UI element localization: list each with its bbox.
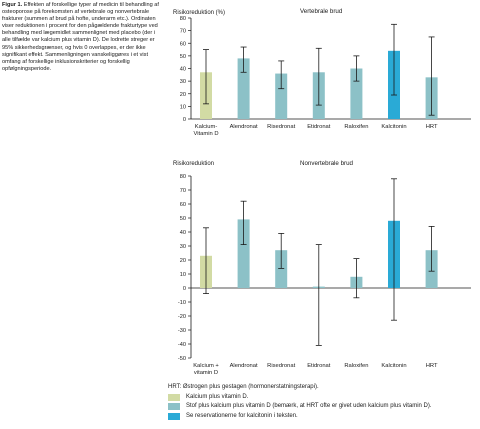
nonvertebral-category-label: HRT <box>426 363 438 369</box>
nonvertebral-category-label: Kalcitonin <box>381 363 406 369</box>
figure-caption-text: Effekten af forskellige typer af medicin… <box>2 2 159 72</box>
chart-legend: HRT: Østrogen plus gestagen (hormonersta… <box>168 383 478 421</box>
vertebral-y-tick-label: 10 <box>180 104 186 110</box>
nonvertebral-y-tick-label: -20 <box>178 314 186 320</box>
nonvertebral-y-tick-label: -50 <box>178 356 186 362</box>
vertebral-y-tick-label: 30 <box>180 79 186 85</box>
vertebral-category-label: Risedronat <box>267 124 295 130</box>
nonvertebral-category-label: Etidronat <box>307 363 331 369</box>
legend-label-calcitonin: Se reservationerne for kalcitonin i teks… <box>186 412 298 419</box>
nonvertebral-y-tick-label: -10 <box>178 300 186 306</box>
nonvertebral-category-label: Kalcium + vitamin D <box>193 363 219 376</box>
vertebral-y-tick-label: 20 <box>180 92 186 98</box>
vertebral-y-tick-label: 40 <box>180 67 186 73</box>
vertebral-y-tick-label: 70 <box>180 29 186 35</box>
vertebral-y-tick-label: 0 <box>183 117 186 123</box>
nonvertebral-y-tick-label: 10 <box>180 272 186 278</box>
vertebral-category-label: Raloxifen <box>344 124 368 130</box>
vertebral-chart-title: Vertebrale brud <box>300 8 343 15</box>
nonvertebral-y-tick-label: 30 <box>180 244 186 250</box>
nonvertebral-y-tick-label: -30 <box>178 328 186 334</box>
nonvertebral-y-tick-label: 20 <box>180 258 186 264</box>
nonvertebral-y-tick-label: 60 <box>180 202 186 208</box>
nonvertebral-y-tick-label: 70 <box>180 188 186 194</box>
vertebral-category-label: HRT <box>426 124 438 130</box>
nonvertebral-y-tick-label: 0 <box>183 286 186 292</box>
vertebral-category-label: Kalcitonin <box>381 124 406 130</box>
nonvertebral-y-tick-label: -40 <box>178 342 186 348</box>
vertebral-y-axis-label: Risikoreduktion (%) <box>173 10 225 16</box>
vertebral-bar <box>237 58 250 119</box>
nonvertebral-category-label: Raloxifen <box>344 363 368 369</box>
nonvertebral-chart-title: Nonvertebrale brud <box>300 160 354 167</box>
vertebral-y-tick-label: 50 <box>180 54 186 60</box>
vertebral-category-label: Kalcium-Vitamin D <box>193 124 218 137</box>
vertebral-category-label: Alendronat <box>230 124 258 130</box>
vertebral-bar <box>275 73 288 119</box>
figure-label: Figur 1. <box>2 2 23 8</box>
legend-item-calcium: Kalcium plus vitamin D. <box>168 393 478 403</box>
nonvertebral-chart: Nonvertebrale brud Risikoreduktion -50 -40 -… <box>173 160 471 376</box>
vertebral-y-tick-label: 80 <box>180 16 186 22</box>
legend-label-calcium: Kalcium plus vitamin D. <box>186 393 249 400</box>
nonvertebral-y-tick-label: 50 <box>180 216 186 222</box>
nonvertebral-y-tick-label: 80 <box>180 174 186 180</box>
legend-item-drug: Stof plus kalcium plus vitamin D (bemærk… <box>168 402 478 412</box>
legend-swatch-calcium <box>168 393 180 401</box>
legend-label-drug: Stof plus kalcium plus vitamin D (bemærk… <box>186 403 432 409</box>
legend-item-calcitonin: Se reservationerne for kalcitonin i teks… <box>168 412 478 422</box>
nonvertebral-bar <box>275 250 288 288</box>
nonvertebral-bar <box>237 219 250 288</box>
nonvertebral-category-label: Alendronat <box>230 363 258 369</box>
figure-caption: Figur 1. Effekten af forskellige typer a… <box>2 2 162 73</box>
legend-swatch-drug <box>168 403 180 411</box>
vertebral-chart: Vertebrale brud Risikoreduktion (%) 0 10 20 3… <box>173 8 471 137</box>
vertebral-category-label: Etidronat <box>307 124 331 130</box>
vertebral-y-tick-label: 60 <box>180 41 186 47</box>
nonvertebral-category-label: Risedronat <box>267 363 295 369</box>
legend-swatch-calcitonin <box>168 412 180 420</box>
nonvertebral-y-tick-label: 40 <box>180 230 186 236</box>
legend-heading: HRT: Østrogen plus gestagen (hormonersta… <box>168 384 319 390</box>
nonvertebral-y-axis-label: Risikoreduktion <box>173 161 214 167</box>
